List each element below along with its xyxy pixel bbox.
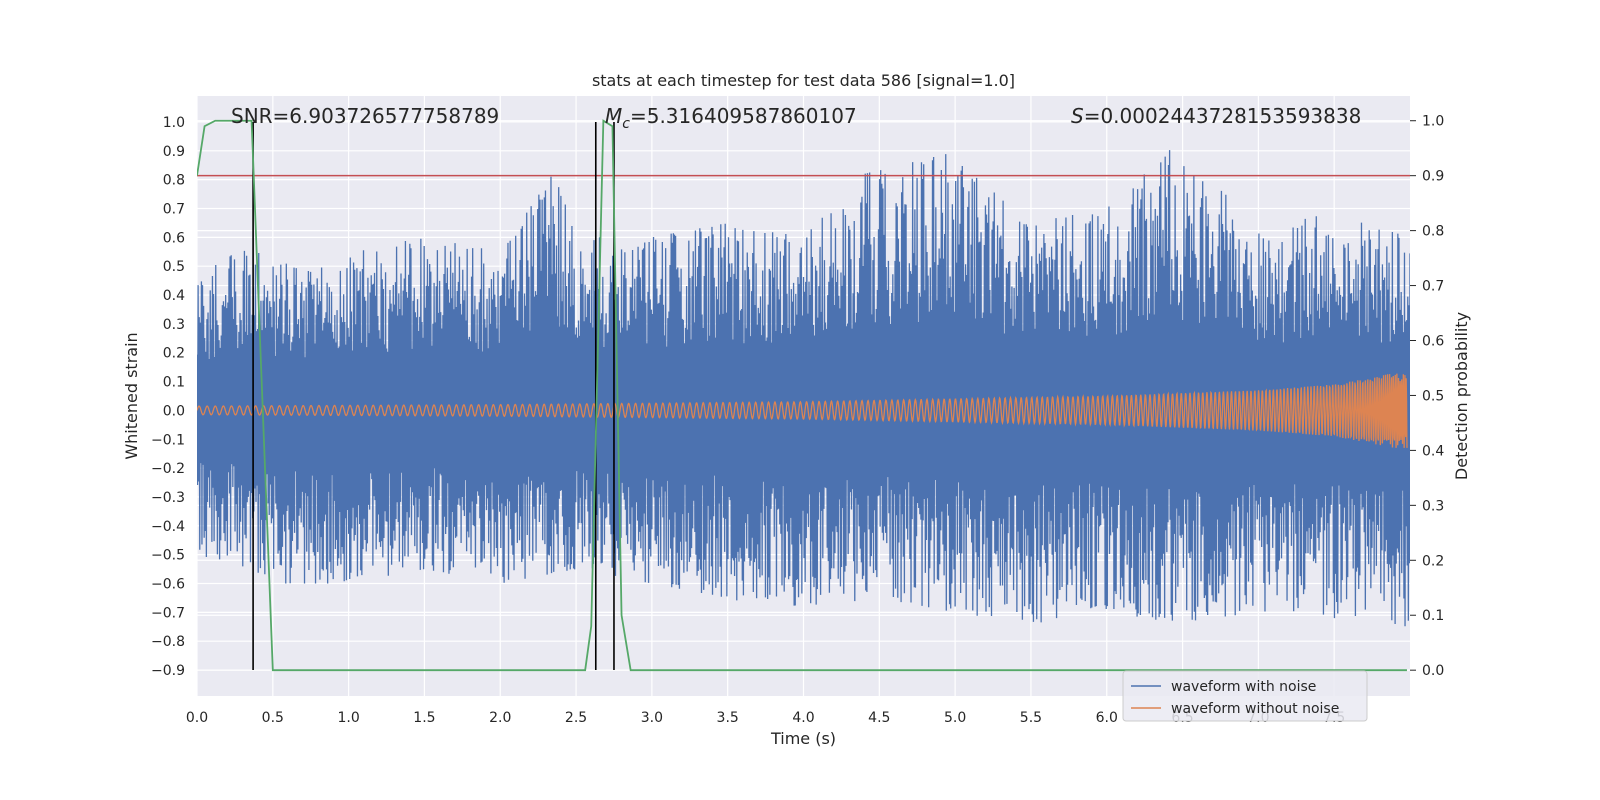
chart-title: stats at each timestep for test data 586…	[592, 71, 1015, 90]
y-right-tick-label: 0.5	[1422, 388, 1444, 404]
y-left-tick-label: 0.8	[163, 173, 185, 189]
x-tick-label: 3.0	[641, 710, 663, 726]
y-left-tick-label: −0.7	[151, 605, 185, 621]
y-left-tick-label: 1.0	[163, 115, 185, 131]
y-right-tick-label: 0.4	[1422, 443, 1444, 459]
y-left-tick-label: −0.4	[151, 519, 185, 535]
x-tick-label: 0.0	[186, 710, 208, 726]
y-left-tick-label: −0.3	[151, 490, 185, 506]
y-right-tick-label: 0.6	[1422, 334, 1444, 350]
y-right-tick-label: 0.8	[1422, 224, 1444, 240]
s-symbol: S	[1071, 104, 1084, 128]
y-right-tick-label: 0.9	[1422, 169, 1444, 185]
y-left-tick-label: 0.5	[163, 259, 185, 275]
y-right-tick-label: 0.2	[1422, 553, 1444, 569]
snr-annotation: SNR=6.903726577758789	[231, 104, 499, 128]
y-right-tick-label: 0.7	[1422, 279, 1444, 295]
x-tick-label: 2.0	[489, 710, 511, 726]
series-layer	[197, 119, 1410, 672]
chirp-mass-symbol: M	[605, 104, 622, 128]
y-left-tick-label: 0.3	[163, 317, 185, 333]
x-tick-label: 1.0	[337, 710, 359, 726]
legend: waveform with noise waveform without noi…	[1122, 670, 1368, 722]
y-left-tick-label: −0.2	[151, 461, 185, 477]
y-left-tick-label: −0.8	[151, 634, 185, 650]
s-value: =0.0002443728153593838	[1084, 104, 1362, 128]
x-tick-label: 4.5	[868, 710, 890, 726]
x-tick-label: 2.5	[565, 710, 587, 726]
y-axis-label-left: Whitened strain	[122, 332, 141, 459]
series-waveform-with-noise	[197, 150, 1410, 627]
s-annotation: S=0.0002443728153593838	[1071, 104, 1361, 128]
x-tick-label: 0.5	[262, 710, 284, 726]
y-left-tick-label: −0.1	[151, 432, 185, 448]
y-left-tick-label: 0.2	[163, 346, 185, 362]
chirp-mass-subscript: c	[622, 116, 630, 132]
y-left-tick-label: 0.9	[163, 144, 185, 160]
chirp-mass-annotation: Mc=5.316409587860107	[605, 104, 857, 132]
y-left-tick-label: 0.7	[163, 202, 185, 218]
x-tick-label: 6.0	[1096, 710, 1118, 726]
x-tick-label: 1.5	[413, 710, 435, 726]
y-axis-label-right: Detection probability	[1452, 312, 1471, 480]
y-right-tick-label: 0.3	[1422, 498, 1444, 514]
legend-label-noise: waveform with noise	[1171, 679, 1316, 695]
x-axis-label: Time (s)	[770, 729, 836, 748]
y-left-tick-label: −0.9	[151, 663, 185, 679]
y-left-tick-label: −0.6	[151, 577, 185, 593]
series-waveform-without-noise	[197, 373, 1408, 448]
x-tick-label: 3.5	[717, 710, 739, 726]
x-tick-label: 5.0	[944, 710, 966, 726]
y-right-tick-label: 0.0	[1422, 663, 1444, 679]
series-detection-probability	[197, 119, 1407, 672]
y-left-tick-label: −0.5	[151, 548, 185, 564]
axes: 0.00.51.01.52.02.53.03.54.04.55.05.56.06…	[151, 114, 1444, 726]
chirp-mass-value: =5.316409587860107	[630, 104, 857, 128]
y-right-tick-label: 1.0	[1422, 114, 1444, 130]
y-right-tick-label: 0.1	[1422, 608, 1444, 624]
x-tick-label: 5.5	[1020, 710, 1042, 726]
y-left-tick-label: 0.1	[163, 375, 185, 391]
legend-box	[1122, 670, 1368, 722]
legend-label-clean: waveform without noise	[1171, 701, 1339, 717]
y-left-tick-label: 0.0	[163, 403, 185, 419]
y-left-tick-label: 0.4	[163, 288, 185, 304]
y-left-tick-label: 0.6	[163, 230, 185, 246]
x-tick-label: 4.0	[792, 710, 814, 726]
